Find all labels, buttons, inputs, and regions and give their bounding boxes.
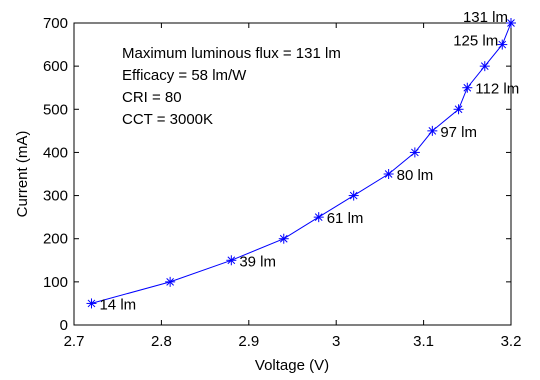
marker-stroke — [227, 256, 236, 265]
y-tick-label: 700 — [43, 15, 68, 32]
y-tick-label: 200 — [43, 231, 68, 248]
y-tick-label: 100 — [43, 274, 68, 291]
annotation-line: Maximum luminous flux = 131 lm — [122, 45, 341, 62]
data-point — [86, 298, 97, 309]
annotation-line: CCT = 3000K — [122, 111, 213, 128]
data-point — [313, 212, 324, 223]
data-point — [506, 18, 516, 28]
marker-stroke — [384, 170, 393, 178]
y-tick-label: 600 — [43, 58, 68, 75]
marker-stroke — [87, 299, 96, 308]
data-point — [462, 82, 473, 93]
marker-stroke — [480, 62, 489, 70]
marker-stroke — [166, 278, 174, 286]
point-label: 112 lm — [475, 81, 519, 98]
data-point — [165, 276, 176, 287]
annotation-line: Efficacy = 58 lm/W — [122, 67, 247, 84]
annotation-box: Maximum luminous flux = 131 lm Efficacy =… — [122, 45, 341, 128]
marker-stroke — [314, 213, 323, 221]
point-label: 14 lm — [99, 296, 136, 313]
point-label: 61 lm — [327, 210, 364, 227]
x-tick-label: 2.8 — [151, 333, 172, 350]
data-point — [409, 147, 420, 158]
annotation-line: CRI = 80 — [122, 89, 182, 106]
data-point — [453, 104, 464, 115]
x-tick-label: 3 — [332, 333, 340, 350]
point-label: 131 lm — [463, 9, 508, 26]
point-labels: 14 lm 39 lm 61 lm 80 lm 97 lm 112 lm 125 lm 131… — [99, 9, 519, 313]
x-tick-label: 3.2 — [501, 333, 522, 350]
data-series — [86, 18, 516, 309]
marker-stroke — [428, 127, 437, 135]
marker-stroke — [454, 105, 463, 114]
data-point — [427, 125, 438, 136]
marker-stroke — [498, 40, 507, 49]
data-point — [497, 39, 508, 50]
y-tick-label: 0 — [60, 317, 68, 334]
data-point — [278, 233, 289, 244]
point-label: 97 lm — [440, 124, 477, 141]
data-point — [383, 169, 394, 179]
x-tick-label: 2.7 — [64, 333, 85, 350]
marker-stroke — [507, 19, 515, 27]
y-tick-label: 400 — [43, 144, 68, 161]
point-label: 80 lm — [397, 167, 434, 184]
marker-stroke — [279, 234, 288, 243]
y-tick-label: 500 — [43, 101, 68, 118]
data-point — [348, 190, 359, 201]
y-axis-title: Current (mA) — [14, 131, 31, 218]
x-tick-label: 2.9 — [238, 333, 259, 350]
data-point — [226, 255, 237, 266]
y-tick-label: 300 — [43, 188, 68, 205]
axes: 2.7 2.8 2.9 3 3.1 3.2 0 100 200 300 400 500 600 700 — [43, 15, 521, 350]
marker-stroke — [411, 148, 419, 157]
point-label: 39 lm — [239, 253, 276, 270]
point-label: 125 lm — [453, 33, 498, 50]
data-point — [479, 61, 490, 72]
marker-stroke — [349, 191, 358, 200]
x-tick-label: 3.1 — [413, 333, 434, 350]
marker-stroke — [463, 83, 472, 92]
plot-area — [73, 22, 512, 326]
x-axis-title: Voltage (V) — [255, 357, 329, 374]
